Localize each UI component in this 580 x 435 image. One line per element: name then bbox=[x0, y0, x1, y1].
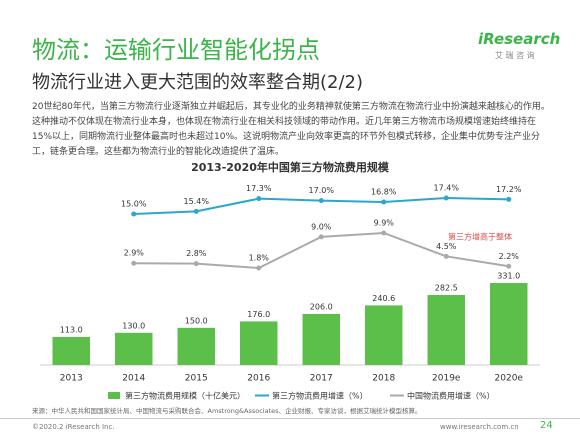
x-tick-label: 2018 bbox=[372, 374, 395, 384]
bar bbox=[427, 295, 465, 365]
line-point bbox=[193, 261, 199, 267]
line-point bbox=[318, 198, 324, 204]
line-value-label: 17.2% bbox=[496, 185, 522, 194]
line-point bbox=[256, 196, 262, 202]
title: 物流：运输行业智能化拐点 bbox=[32, 36, 320, 64]
x-tick-label: 2020e bbox=[495, 374, 524, 384]
logo-sub: 艾 瑞 咨 询 bbox=[495, 51, 535, 60]
line-value-label: 2.8% bbox=[186, 249, 207, 258]
line-value-label: 2.9% bbox=[124, 249, 145, 258]
bar-value-label: 150.0 bbox=[185, 316, 208, 325]
line-point bbox=[506, 263, 512, 269]
line-point bbox=[256, 265, 262, 271]
line-point bbox=[131, 211, 137, 217]
line-value-label: 4.5% bbox=[436, 242, 457, 251]
line-value-label: 17.4% bbox=[434, 184, 460, 193]
line-point bbox=[131, 260, 137, 266]
line-value-label: 17.3% bbox=[246, 184, 272, 193]
x-tick-label: 2019e bbox=[432, 374, 461, 384]
legend-label: 第三方物流费用规模（十亿美元） bbox=[125, 391, 245, 401]
subtitle: 物流行业进入更大范围的效率整合期(2/2) bbox=[32, 72, 364, 93]
line-point bbox=[443, 195, 449, 201]
bar-value-label: 240.6 bbox=[372, 294, 395, 303]
bar bbox=[240, 321, 278, 365]
line-point bbox=[318, 234, 324, 240]
bar-value-label: 130.0 bbox=[122, 321, 145, 330]
line-value-label: 15.0% bbox=[121, 200, 147, 209]
bar bbox=[490, 283, 528, 365]
legend-label: 第三方物流费用增速（%） bbox=[272, 391, 368, 401]
line-value-label: 2.2% bbox=[499, 252, 520, 261]
line-value-label: 15.4% bbox=[184, 197, 210, 206]
line-value-label: 1.8% bbox=[249, 254, 270, 263]
x-tick-label: 2016 bbox=[247, 374, 270, 384]
legend-swatch bbox=[108, 392, 120, 399]
x-tick-label: 2015 bbox=[185, 374, 208, 384]
website: www.iresearch.com.cn bbox=[440, 423, 519, 431]
line-point bbox=[193, 208, 199, 214]
line-value-label: 9.9% bbox=[374, 219, 395, 228]
x-tick-label: 2013 bbox=[60, 374, 83, 384]
page-number: 24 bbox=[540, 420, 553, 431]
line-point bbox=[381, 199, 387, 205]
bar-value-label: 331.0 bbox=[497, 272, 520, 281]
bar-value-label: 176.0 bbox=[247, 310, 270, 319]
bar bbox=[177, 327, 215, 365]
bar-value-label: 282.5 bbox=[435, 284, 458, 293]
legend-label: 中国物流费用增速（%） bbox=[407, 391, 495, 401]
annotation: 第三方增高于整体 bbox=[448, 232, 512, 242]
body-text: 20世纪80年代，当第三方物流行业逐渐独立并崛起后，其专业化的业务精神就使第三方… bbox=[32, 102, 550, 157]
line-value-label: 17.0% bbox=[309, 186, 335, 195]
line-value-label: 16.8% bbox=[371, 188, 397, 197]
copyright: ©2020.2 iResearch Inc. bbox=[32, 423, 115, 431]
logo: iResearch bbox=[478, 30, 561, 48]
line-point bbox=[506, 196, 512, 202]
bar bbox=[365, 305, 403, 365]
bar-value-label: 206.0 bbox=[310, 302, 333, 311]
bar bbox=[52, 337, 90, 365]
x-tick-label: 2017 bbox=[310, 374, 333, 384]
footer-rule bbox=[0, 418, 580, 419]
bar bbox=[302, 313, 340, 365]
line-point bbox=[381, 230, 387, 236]
chart-title: 2013-2020年中国第三方物流费用规模 bbox=[191, 160, 390, 174]
source: 来源：中华人民共和国国家统计局、中国物流与采购联合会、Amstrong&Asso… bbox=[32, 407, 422, 415]
line-point bbox=[443, 253, 449, 259]
bar bbox=[115, 332, 153, 365]
line-value-label: 9.0% bbox=[311, 222, 332, 231]
bar-value-label: 113.0 bbox=[60, 326, 83, 335]
x-tick-label: 2014 bbox=[122, 374, 145, 384]
